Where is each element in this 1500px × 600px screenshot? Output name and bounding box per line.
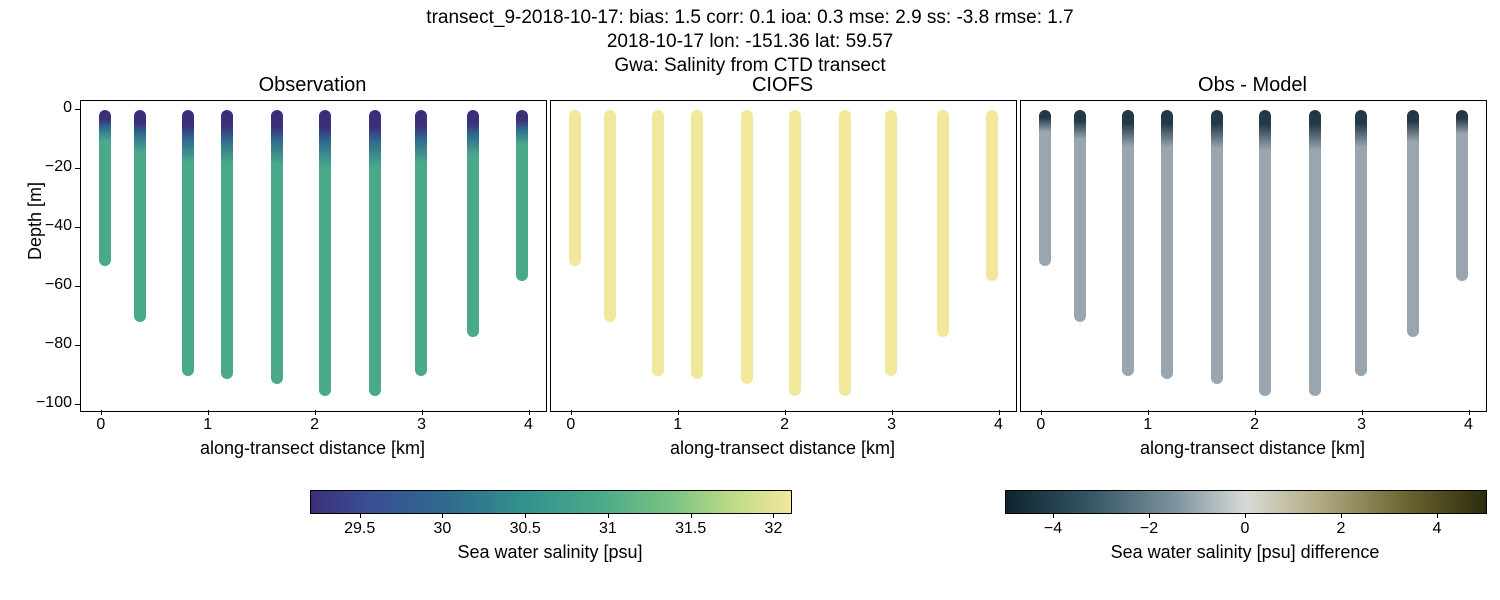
colorbar-tick-label: 31.5 [675, 520, 706, 538]
x-tick-label: 3 [887, 416, 896, 434]
x-tick-label: 4 [1464, 416, 1473, 434]
y-tick-label: −60 [22, 276, 72, 294]
x-tick-label: 4 [524, 416, 533, 434]
chart-panel [1020, 100, 1487, 412]
x-tick-label: 0 [566, 416, 575, 434]
profile-model [691, 110, 703, 379]
y-tick-label: −80 [22, 335, 72, 353]
y-tick-label: 0 [22, 99, 72, 117]
title-line2: 2018-10-17 lon: -151.36 lat: 59.57 [0, 30, 1500, 54]
profile-diff [1161, 110, 1173, 379]
x-tick-label: 0 [1036, 416, 1045, 434]
profile-model [741, 110, 753, 385]
profile-model [986, 110, 998, 281]
profile-obs [415, 110, 427, 376]
x-tick-label: 2 [780, 416, 789, 434]
colorbar-tick-label: 4 [1433, 520, 1442, 538]
x-axis-label: along-transect distance [km] [1020, 438, 1485, 459]
colorbar-tick-label: 31 [599, 520, 617, 538]
profile-diff [1122, 110, 1134, 376]
colorbar-gradient [1005, 490, 1487, 514]
chart-panel [550, 100, 1017, 412]
colorbar-tick-label: 29.5 [344, 520, 375, 538]
profile-obs [182, 110, 194, 376]
y-tick-label: −100 [22, 394, 72, 412]
x-tick-label: 3 [1357, 416, 1366, 434]
profile-diff [1074, 110, 1086, 323]
profile-model [885, 110, 897, 376]
x-tick-label: 3 [417, 416, 426, 434]
profile-model [789, 110, 801, 396]
profile-obs [467, 110, 479, 337]
x-tick-label: 1 [203, 416, 212, 434]
profile-model [937, 110, 949, 337]
y-tick-label: −40 [22, 217, 72, 235]
colorbar-difference: −4−2024Sea water salinity [psu] differen… [1005, 490, 1485, 514]
colorbar-tick-label: −4 [1044, 520, 1062, 538]
panel-title: Obs - Model [1020, 74, 1485, 97]
x-tick-label: 1 [673, 416, 682, 434]
profile-diff [1407, 110, 1419, 337]
profile-diff [1309, 110, 1321, 396]
profile-model [604, 110, 616, 323]
profile-diff [1039, 110, 1051, 266]
chart-panel [80, 100, 547, 412]
colorbar-label: Sea water salinity [psu] [310, 542, 790, 563]
colorbar-label: Sea water salinity [psu] difference [1005, 542, 1485, 563]
title-line1: transect_9-2018-10-17: bias: 1.5 corr: 0… [0, 6, 1500, 30]
colorbar-tick-label: 0 [1241, 520, 1250, 538]
x-tick-label: 2 [310, 416, 319, 434]
profile-obs [221, 110, 233, 379]
colorbar-tick-label: 2 [1337, 520, 1346, 538]
profile-obs [516, 110, 528, 281]
colorbar-salinity: 29.53030.53131.532Sea water salinity [ps… [310, 490, 790, 514]
x-axis-label: along-transect distance [km] [550, 438, 1015, 459]
x-tick-label: 1 [1143, 416, 1152, 434]
profile-diff [1211, 110, 1223, 385]
panels-container: Observation01234along-transect distance … [80, 100, 1485, 412]
profile-obs [319, 110, 331, 396]
panel-title: CIOFS [550, 74, 1015, 97]
profile-diff [1259, 110, 1271, 396]
profile-obs [99, 110, 111, 266]
profile-obs [271, 110, 283, 385]
panel-title: Observation [80, 74, 545, 97]
colorbar-tick-label: −2 [1140, 520, 1158, 538]
colorbar-tick-label: 30.5 [510, 520, 541, 538]
x-axis-label: along-transect distance [km] [80, 438, 545, 459]
profile-model [839, 110, 851, 396]
profile-model [652, 110, 664, 376]
colorbar-gradient [310, 490, 792, 514]
profile-obs [134, 110, 146, 323]
profile-obs [369, 110, 381, 396]
profile-diff [1355, 110, 1367, 376]
y-tick-label: −20 [22, 158, 72, 176]
colorbar-tick-label: 32 [765, 520, 783, 538]
x-tick-label: 2 [1250, 416, 1259, 434]
x-tick-label: 0 [96, 416, 105, 434]
profile-diff [1456, 110, 1468, 281]
colorbar-tick-label: 30 [434, 520, 452, 538]
profile-model [569, 110, 581, 266]
x-tick-label: 4 [994, 416, 1003, 434]
